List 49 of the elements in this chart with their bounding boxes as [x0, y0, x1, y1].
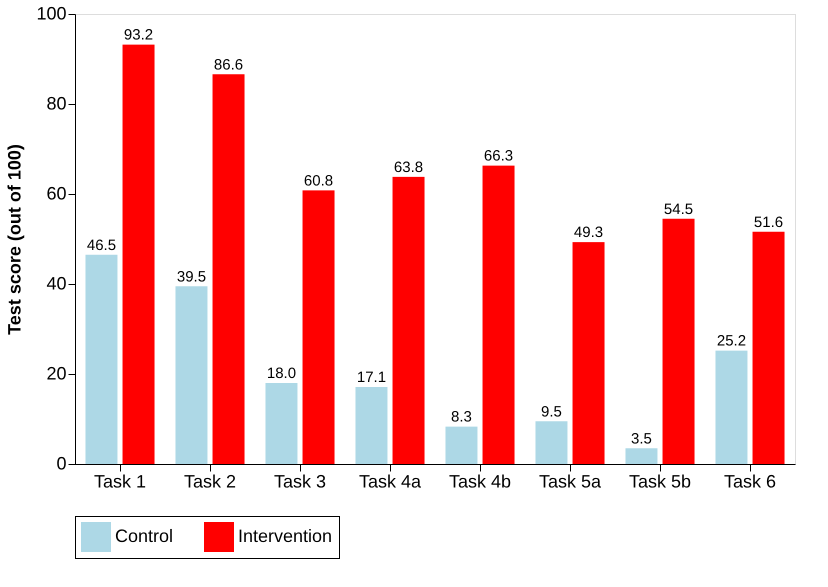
bar: [445, 426, 478, 464]
y-tick-label: 40: [46, 274, 66, 294]
x-tick-label: Task 6: [724, 472, 776, 492]
y-tick-label: 20: [46, 364, 66, 384]
data-label: 60.8: [304, 172, 334, 190]
bar: [535, 421, 568, 464]
x-tick-label: Task 3: [274, 472, 326, 492]
bar: [85, 254, 118, 464]
data-label: 39.5: [176, 268, 206, 286]
data-label: 46.5: [86, 236, 116, 254]
bar: [625, 448, 658, 464]
bar: [302, 190, 335, 464]
x-tick-label: Task 1: [94, 472, 146, 492]
bar: [212, 74, 245, 464]
x-tick-label: Task 4b: [448, 472, 512, 492]
y-tick-label: 80: [46, 94, 66, 114]
y-tick-label: 60: [46, 184, 66, 204]
x-tick-label: Task 4a: [358, 472, 422, 492]
data-label: 8.3: [451, 408, 472, 426]
data-label: 63.8: [394, 158, 424, 176]
bar: [122, 44, 155, 464]
bar: [572, 242, 605, 464]
legend-label: Intervention: [238, 526, 332, 546]
bar: [662, 218, 695, 464]
bar: [482, 166, 515, 464]
x-tick-label: Task 2: [184, 472, 236, 492]
data-label: 25.2: [716, 332, 746, 350]
y-tick-label: 0: [56, 454, 66, 474]
y-tick-label: 100: [36, 4, 66, 24]
data-label: 66.3: [484, 148, 514, 165]
x-tick-label: Task 5b: [628, 472, 692, 492]
data-label: 51.6: [754, 214, 784, 231]
x-tick-label: Task 5a: [538, 472, 602, 492]
data-label: 86.6: [214, 56, 244, 74]
bar: [752, 232, 785, 464]
bar: [175, 286, 208, 464]
data-label: 54.5: [664, 200, 694, 218]
data-label: 3.5: [631, 430, 652, 448]
bar: [715, 350, 748, 464]
data-label: 9.5: [541, 403, 562, 420]
data-label: 49.3: [574, 224, 604, 242]
bar: [355, 387, 388, 464]
bar: [392, 176, 425, 464]
data-label: 17.1: [356, 369, 386, 386]
y-axis-title: Test score (out of 100): [4, 144, 24, 335]
legend-label: Control: [115, 526, 174, 546]
bar: [265, 383, 298, 464]
data-label: 18.0: [266, 365, 296, 382]
data-label: 93.2: [124, 26, 154, 44]
